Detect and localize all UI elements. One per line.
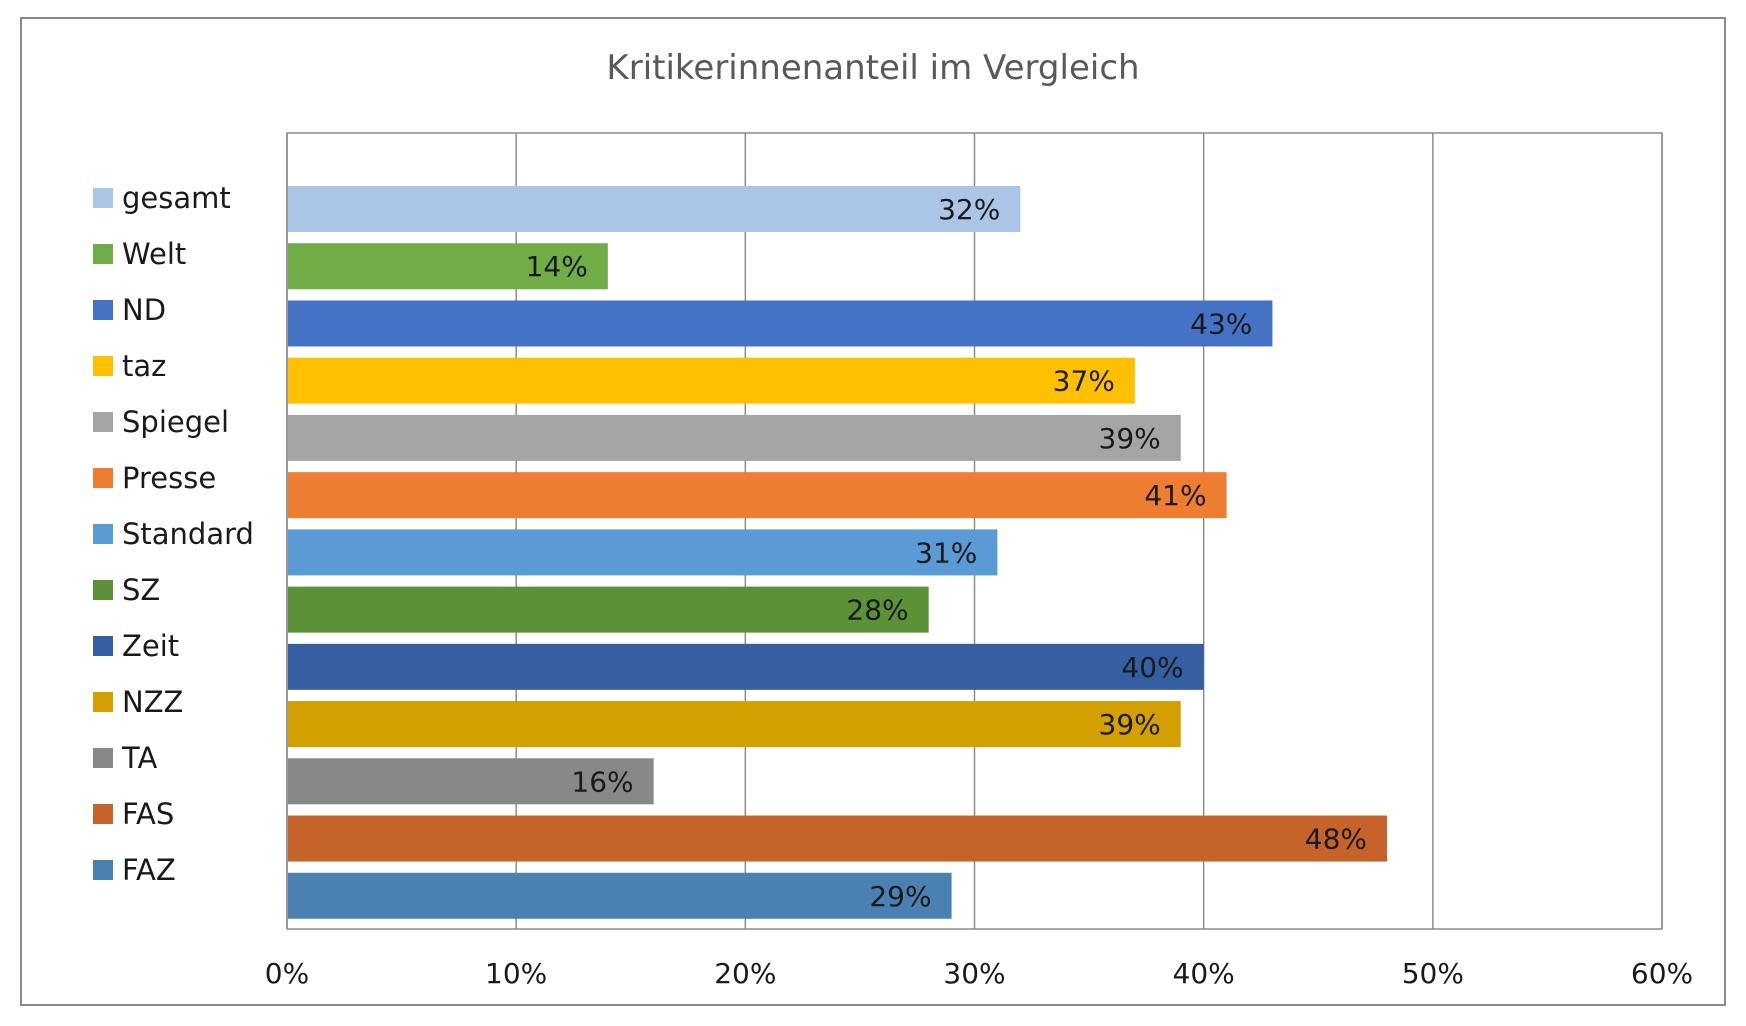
x-tick-label: 0% [265,957,309,990]
bar-welt [288,243,608,290]
bar-standard [288,529,998,576]
legend-swatch [93,356,113,376]
legend-label: SZ [122,573,160,607]
data-label: 31% [915,536,977,569]
bars: 32% 14% 43% 37% 39% 41% 31%28% 40% 39% 16% 48% 29% [288,186,1387,919]
bar-gesamt [288,186,1021,232]
data-label: 40% [1121,651,1183,684]
legend-swatch [93,524,113,544]
bar-faz [288,872,952,919]
legend-swatch [93,300,113,320]
legend-label: Presse [122,461,216,495]
legend-swatch [93,804,113,824]
data-label: 41% [1144,479,1206,512]
legend-label: Zeit [122,629,179,663]
legend-label: TA [121,741,157,775]
legend-swatch [93,580,113,600]
bar-ta [288,758,654,805]
bar-spiegel [288,414,1181,461]
legend-label: gesamt [122,181,231,215]
x-tick-label: 60% [1631,957,1693,990]
bar-nd [288,300,1273,347]
data-label: 37% [1053,365,1115,398]
legend-label: Spiegel [122,405,229,439]
data-label: 16% [571,765,633,798]
data-label: 14% [526,250,588,283]
data-label: 32% [938,193,1000,226]
legend-swatch [93,188,113,208]
data-label: 39% [1099,708,1161,741]
x-tick-label: 30% [943,957,1005,990]
legend-swatch [93,692,113,712]
x-tick-label: 50% [1402,957,1464,990]
legend-label: ND [122,293,166,327]
bar-sz [288,586,929,633]
data-label: 43% [1190,307,1252,340]
legend-label: FAS [122,797,174,831]
x-tick-label: 10% [485,957,547,990]
legend-swatch [93,636,113,656]
x-axis-ticks: 0% 10% 20% 30% 40% 50% 60% [265,957,1693,990]
legend-swatch [93,468,113,488]
legend-swatch [93,748,113,768]
x-tick-label: 40% [1173,957,1235,990]
x-tick-label: 20% [714,957,776,990]
data-label: 29% [869,880,931,913]
chart-title: Kritikerinnenanteil im Vergleich [606,48,1140,88]
legend-swatch [93,860,113,880]
data-label: 39% [1099,422,1161,455]
legend: gesamt Welt ND taz Spiegel Presse Standard SZ Ze… [93,181,254,887]
legend-swatch [93,244,113,264]
legend-label: NZZ [122,685,183,719]
legend-label: taz [122,349,166,383]
bar-zeit [288,643,1204,690]
bar-nzz [288,701,1181,748]
bar-taz [288,357,1135,404]
data-label: 28% [846,594,908,627]
legend-label: Standard [122,517,254,551]
legend-label: FAZ [122,853,176,887]
bar-presse [288,472,1227,519]
bar-fas [288,815,1387,862]
legend-label: Welt [122,237,186,271]
legend-swatch [93,412,113,432]
data-label: 48% [1305,823,1367,856]
